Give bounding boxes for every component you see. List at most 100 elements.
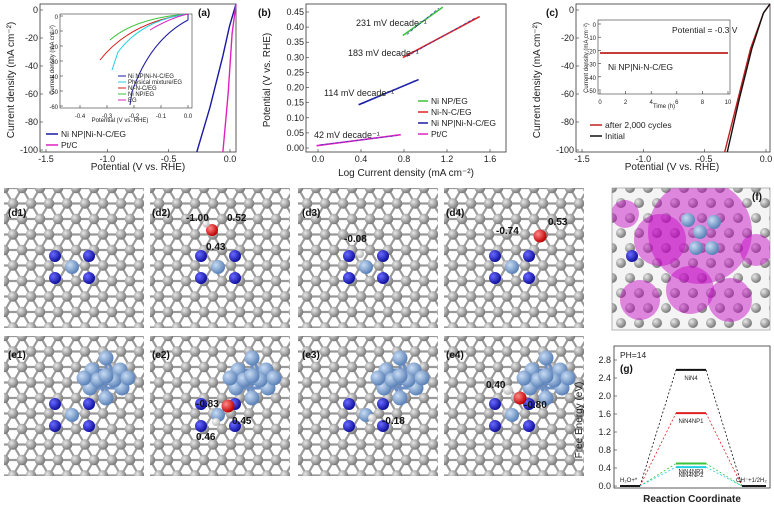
cc-bond: [588, 343, 597, 359]
carbon-atom: [346, 336, 358, 342]
carbon-atom: [106, 306, 118, 318]
cc-bond: [489, 491, 498, 507]
carbon-atom: [501, 439, 513, 450]
cc-bond: [22, 491, 31, 507]
carbon-atom: [25, 198, 37, 209]
cc-bond: [83, 474, 86, 476]
cc-bond: [588, 250, 597, 266]
cc-bond: [0, 491, 4, 507]
panel-g-frame: [613, 345, 771, 489]
carbon-atom: [601, 245, 612, 256]
cc-bond: [615, 383, 624, 399]
nitrogen-atom: [377, 250, 389, 262]
carbon-atom: [243, 291, 255, 302]
panel-c-inset-x-tick-label: 4: [650, 100, 654, 106]
carbon-atom: [150, 275, 156, 287]
panel-c-inset-y-tick-label: -50: [587, 89, 596, 95]
carbon-atom: [70, 392, 82, 404]
carbon-atom: [418, 423, 430, 435]
cc-bond: [103, 491, 112, 507]
carbon-atom: [310, 213, 322, 225]
carbon-atom: [510, 361, 522, 373]
cc-bond: [424, 491, 433, 507]
cc-bond: [305, 474, 308, 476]
carbon-atom: [688, 198, 698, 208]
carbon-atom: [337, 377, 349, 388]
carbon-atom: [652, 198, 662, 208]
cc-bond: [284, 326, 287, 328]
cc-bond: [157, 173, 166, 189]
cc-bond: [166, 476, 175, 492]
carbon-atom: [80, 167, 91, 178]
carbon-atom: [582, 188, 584, 192]
carbon-atom: [79, 322, 91, 328]
panel-g-y-tick-label: 0.0: [598, 481, 611, 491]
cc-bond: [561, 491, 570, 507]
carbon-atom: [706, 288, 716, 298]
carbon-atom: [310, 392, 322, 404]
cc-bond: [432, 326, 435, 328]
cc-bond: [157, 474, 160, 476]
level-nin4np1-rise: [639, 412, 677, 487]
carbon-atom: [310, 306, 322, 318]
carbon-atom: [162, 361, 174, 373]
cc-bond: [101, 474, 104, 476]
carbon-atom: [319, 470, 331, 476]
cc-bond: [451, 491, 460, 507]
carbon-atom: [289, 486, 300, 497]
carbon-atom: [198, 188, 210, 194]
carbon-atom: [115, 439, 127, 450]
carbon-atom: [546, 275, 558, 287]
cc-bond: [406, 491, 415, 507]
carbon-atom: [456, 361, 468, 373]
cc-bond: [303, 173, 312, 189]
nitrogen-atom: [49, 398, 61, 410]
carbon-atom: [198, 361, 210, 373]
cc-bond: [166, 491, 175, 507]
cc-bond: [0, 343, 4, 359]
carbon-atom: [106, 188, 118, 194]
carbon-atom: [302, 167, 313, 178]
charge-value: -0.83: [196, 399, 219, 410]
oxygen-atom: [206, 224, 218, 236]
carbon-atom: [537, 291, 549, 302]
carbon-atom: [150, 361, 156, 373]
cc-bond: [130, 491, 139, 507]
carbon-atom: [760, 258, 770, 268]
carbon-atom: [225, 470, 237, 476]
carbon-atom: [592, 198, 603, 209]
carbon-atom: [409, 470, 421, 476]
panel-b-y-tick-label: 0.20: [286, 83, 304, 93]
carbon-atom: [528, 306, 540, 318]
cc-bond: [542, 474, 545, 476]
carbon-atom: [391, 229, 403, 240]
carbon-atom: [382, 213, 394, 225]
cc-bond: [298, 398, 299, 401]
carbon-atom: [400, 423, 412, 435]
cc-bond: [314, 188, 316, 189]
panel-c-series: [724, 3, 771, 153]
cc-bond: [588, 266, 597, 282]
carbon-atom: [234, 336, 246, 342]
cc-bond: [231, 491, 240, 507]
carbon-atom: [483, 229, 495, 240]
cc-bond: [359, 474, 362, 476]
carbon-atom: [243, 470, 255, 476]
panel-b-x-tick-label: 1.2: [441, 154, 454, 164]
carbon-atom: [546, 423, 558, 435]
carbon-atom: [70, 188, 82, 194]
charge-density-lobe: [666, 266, 714, 314]
carbon-atom: [610, 439, 621, 450]
cc-bond: [588, 460, 597, 476]
panel-c-legend-1: Initial: [605, 131, 625, 141]
cc-bond: [222, 491, 231, 507]
carbon-atom: [171, 291, 183, 302]
carbon-atom: [564, 188, 576, 194]
carbon-atom: [35, 486, 46, 497]
carbon-atom: [189, 408, 201, 419]
carbon-atom: [355, 229, 367, 240]
panel-b-x-axis-label: Log Current density (mA cm⁻²): [338, 168, 474, 179]
cc-bond: [248, 474, 251, 476]
carbon-atom: [483, 322, 495, 328]
carbon-atom: [382, 336, 394, 342]
